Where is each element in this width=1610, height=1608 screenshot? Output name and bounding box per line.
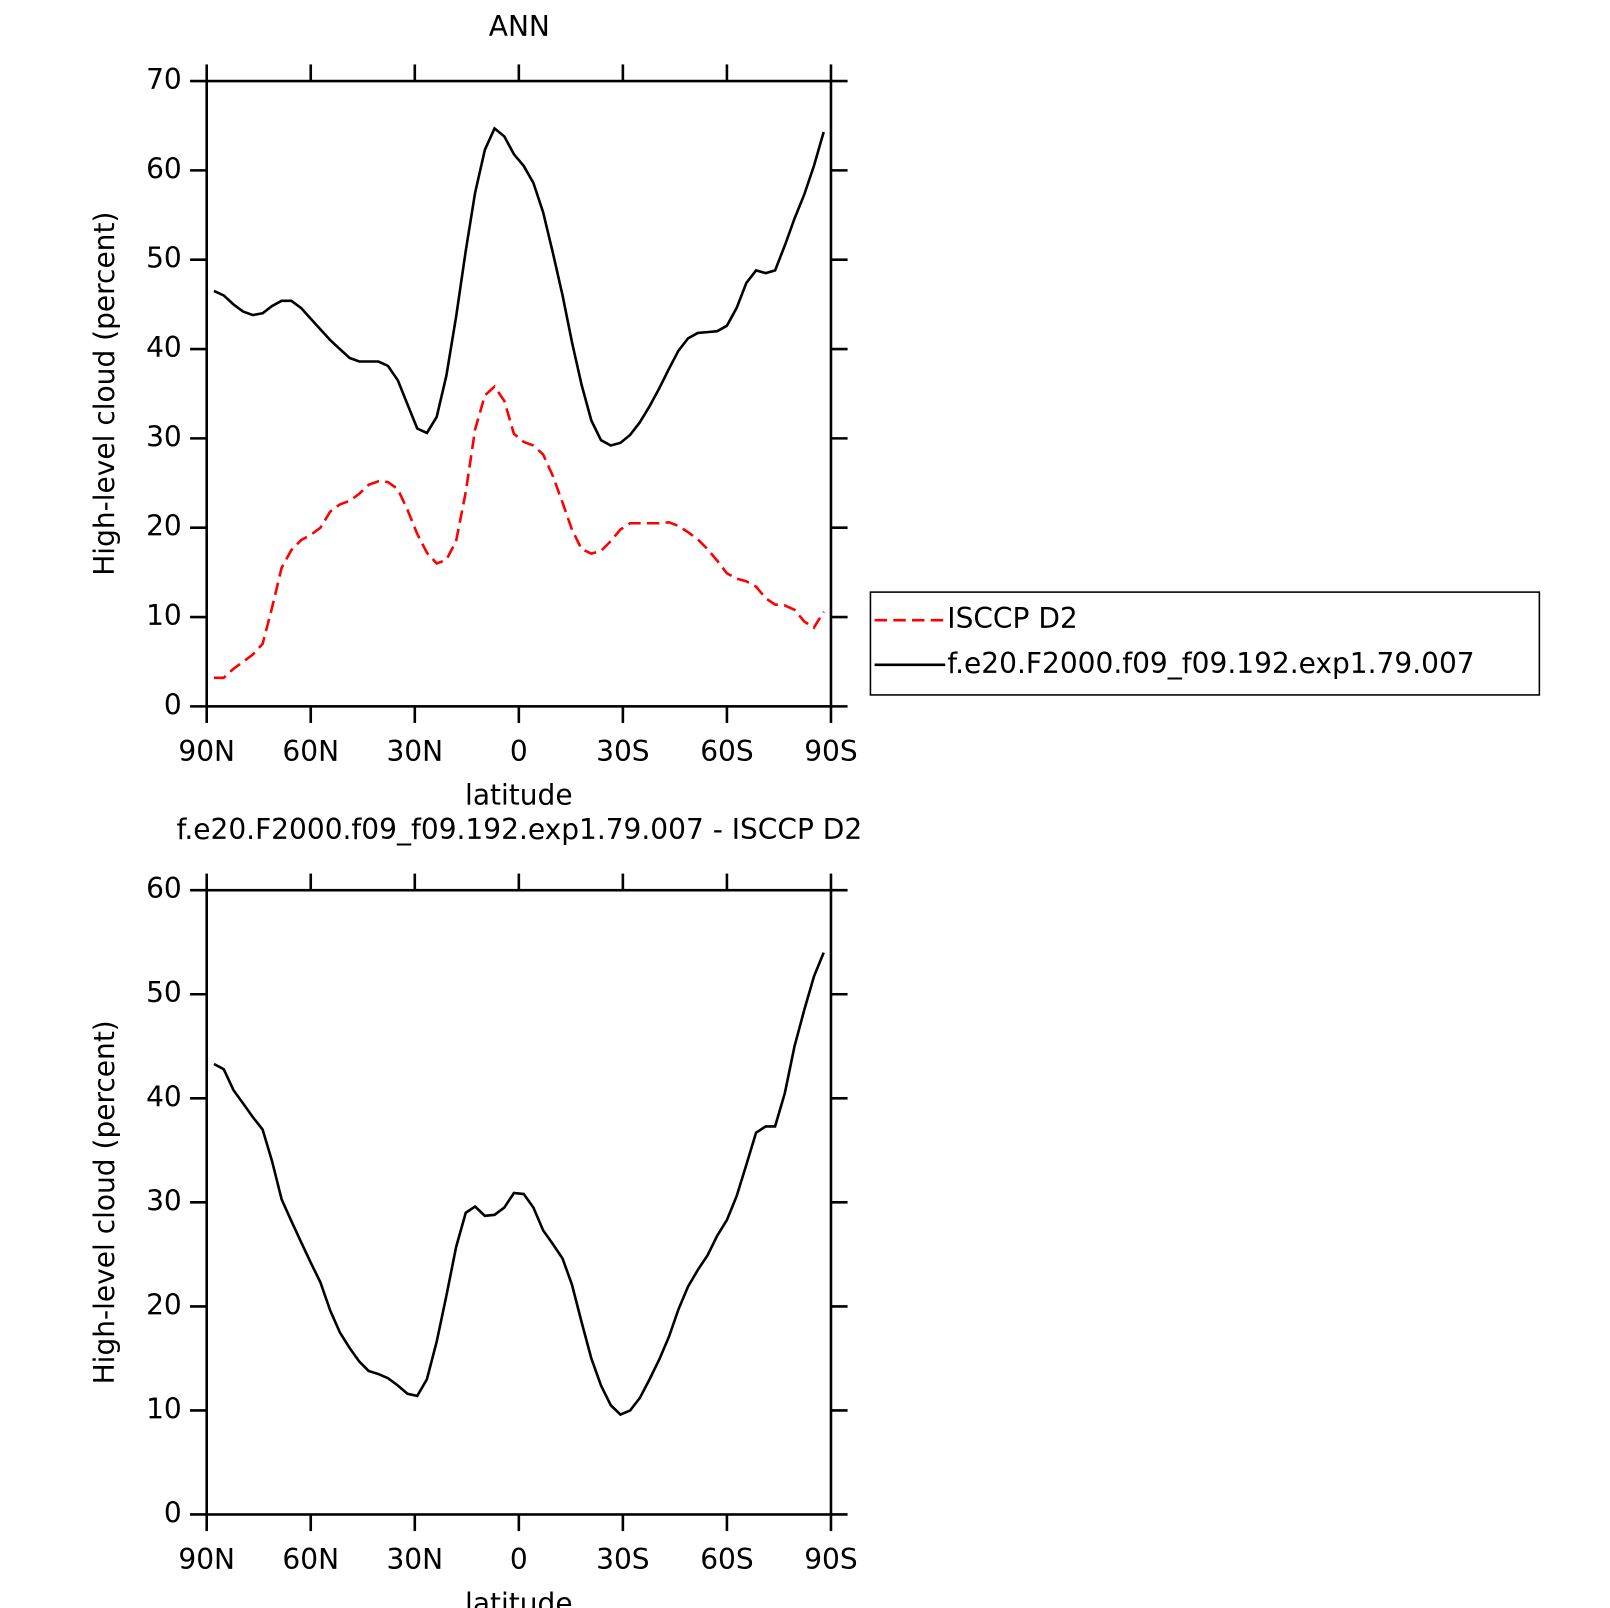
y-tick-label: 40	[146, 1080, 182, 1113]
x-tick-label: 0	[510, 1543, 528, 1576]
x-tick-label: 0	[510, 735, 528, 768]
x-tick-label: 30S	[596, 1543, 649, 1576]
y-tick-label: 10	[146, 599, 182, 632]
x-tick-label: 60S	[700, 1543, 753, 1576]
data-line	[213, 384, 825, 680]
x-tick-label: 90S	[804, 1543, 857, 1576]
data-line	[213, 952, 825, 1417]
chart-title: ANN	[489, 10, 550, 43]
y-tick-label: 30	[146, 420, 182, 453]
x-tick-label: 90N	[178, 1543, 235, 1576]
x-tick-label: 60N	[282, 1543, 339, 1576]
y-tick-label: 40	[146, 331, 182, 364]
plot-frame	[205, 79, 833, 708]
y-tick-label: 60	[146, 872, 182, 905]
legend-label: f.e20.F2000.f09_f09.192.exp1.79.007	[947, 647, 1474, 680]
y-tick-label: 50	[146, 242, 182, 275]
y-tick-label: 20	[146, 510, 182, 543]
y-tick-label: 0	[164, 688, 182, 721]
x-tick-label: 90S	[804, 735, 857, 768]
x-tick-label: 30S	[596, 735, 649, 768]
y-tick-label: 0	[164, 1496, 182, 1529]
x-tick-label: 90N	[178, 735, 235, 768]
x-axis-label: latitude	[465, 779, 573, 812]
x-axis-label: latitude	[465, 1587, 573, 1608]
y-axis-label: High-level cloud (percent)	[88, 1020, 121, 1384]
legend-box	[869, 591, 1541, 696]
y-tick-label: 50	[146, 976, 182, 1009]
chart-title: f.e20.F2000.f09_f09.192.exp1.79.007 - IS…	[177, 813, 863, 846]
x-tick-label: 30N	[386, 1543, 443, 1576]
y-tick-label: 20	[146, 1288, 182, 1321]
data-line	[213, 126, 825, 447]
y-axis-label: High-level cloud (percent)	[88, 212, 121, 576]
x-tick-label: 60N	[282, 735, 339, 768]
y-tick-label: 30	[146, 1184, 182, 1217]
x-tick-label: 30N	[386, 735, 443, 768]
y-tick-label: 10	[146, 1392, 182, 1425]
y-tick-label: 60	[146, 152, 182, 185]
plot-frame	[205, 888, 833, 1516]
y-tick-label: 70	[146, 63, 182, 96]
x-tick-label: 60S	[700, 735, 753, 768]
legend-label: ISCCP D2	[947, 602, 1077, 635]
